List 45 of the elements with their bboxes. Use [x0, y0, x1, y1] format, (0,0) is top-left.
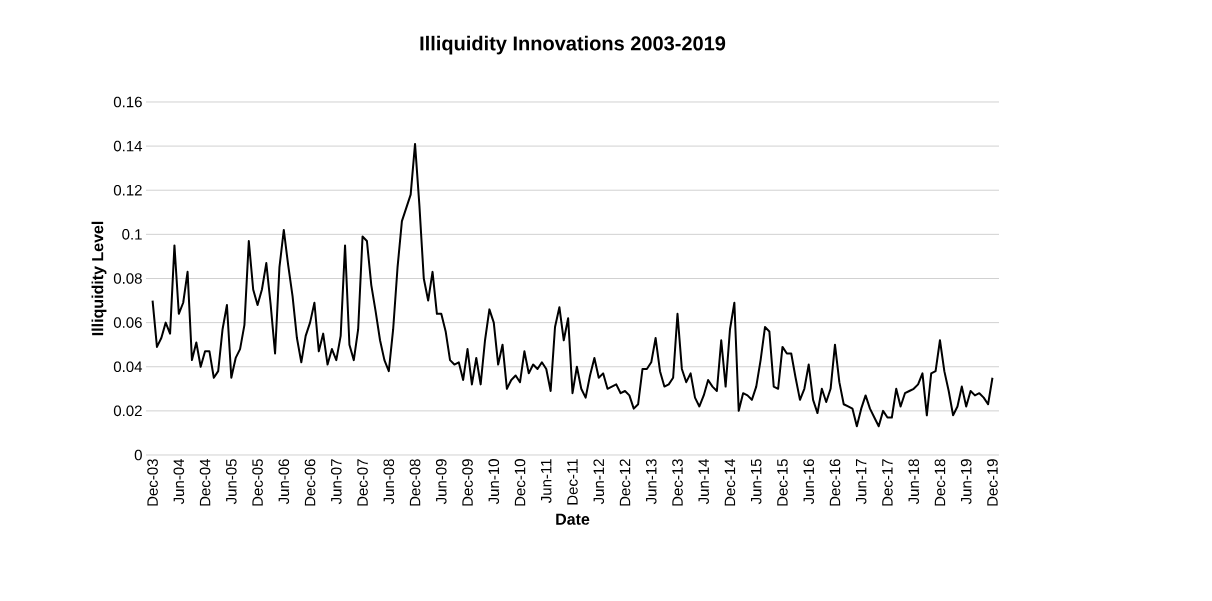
x-tick-label: Jun-15 [751, 459, 762, 505]
x-tick-label: Jun-06 [278, 459, 290, 505]
y-tick-label: 0.14 [113, 140, 143, 152]
x-tick-label: Dec-13 [672, 459, 683, 506]
x-tick-label: Dec-11 [567, 459, 578, 505]
chart-title: Illiquidity Innovations 2003-2019 [420, 35, 726, 55]
x-tick-label: Jun-05 [226, 459, 237, 505]
y-tick-label: 0 [134, 449, 142, 461]
y-axis-title: Illiquidity Level [91, 221, 107, 336]
x-tick-label: Dec-08 [409, 459, 421, 506]
x-tick-label: Dec-15 [777, 459, 788, 506]
x-tick-label: Dec-10 [514, 459, 526, 506]
x-tick-label: Dec-09 [462, 459, 473, 506]
x-tick-label: Dec-07 [357, 459, 368, 506]
x-axis-title: Date [556, 513, 590, 525]
x-tick-label: Dec-05 [252, 459, 263, 506]
x-tick-label: Jun-10 [488, 459, 500, 505]
x-tick-label: Dec-14 [724, 458, 736, 506]
x-tick-label: Dec-06 [304, 459, 316, 506]
x-tick-label: Jun-07 [330, 459, 342, 505]
y-tick-label: 0.16 [113, 96, 142, 108]
x-tick-label: Jun-09 [435, 459, 447, 505]
x-tick-label: Dec-17 [882, 459, 893, 506]
x-tick-label: Jun-08 [383, 459, 395, 505]
y-tick-label: 0.1 [122, 229, 142, 240]
y-tick-label: 0.06 [113, 317, 142, 328]
x-tick-label: Dec-18 [934, 459, 946, 506]
x-tick-label: Dec-16 [829, 459, 841, 506]
y-tick-label: 0.02 [113, 405, 142, 417]
x-tick-label: Jun-14 [698, 458, 709, 505]
x-tick-label: Jun-19 [960, 459, 972, 505]
y-tick-label: 0.04 [113, 361, 143, 373]
x-tick-label: Dec-19 [987, 459, 998, 506]
x-tick-label: Dec-04 [199, 458, 211, 506]
y-tick-label: 0.08 [113, 273, 142, 284]
x-tick-label: Jun-13 [645, 459, 657, 505]
x-tick-label: Jun-18 [908, 459, 920, 505]
x-tick-label: Jun-17 [855, 459, 867, 505]
x-tick-label: Jun-11 [541, 459, 552, 504]
x-tick-label: Jun-04 [173, 458, 185, 505]
y-tick-label: 0.12 [113, 184, 142, 196]
x-tick-label: Dec-12 [619, 459, 631, 506]
x-tick-label: Jun-16 [803, 459, 815, 505]
x-tick-label: Dec-03 [147, 459, 158, 506]
x-tick-label: Jun-12 [593, 459, 605, 505]
